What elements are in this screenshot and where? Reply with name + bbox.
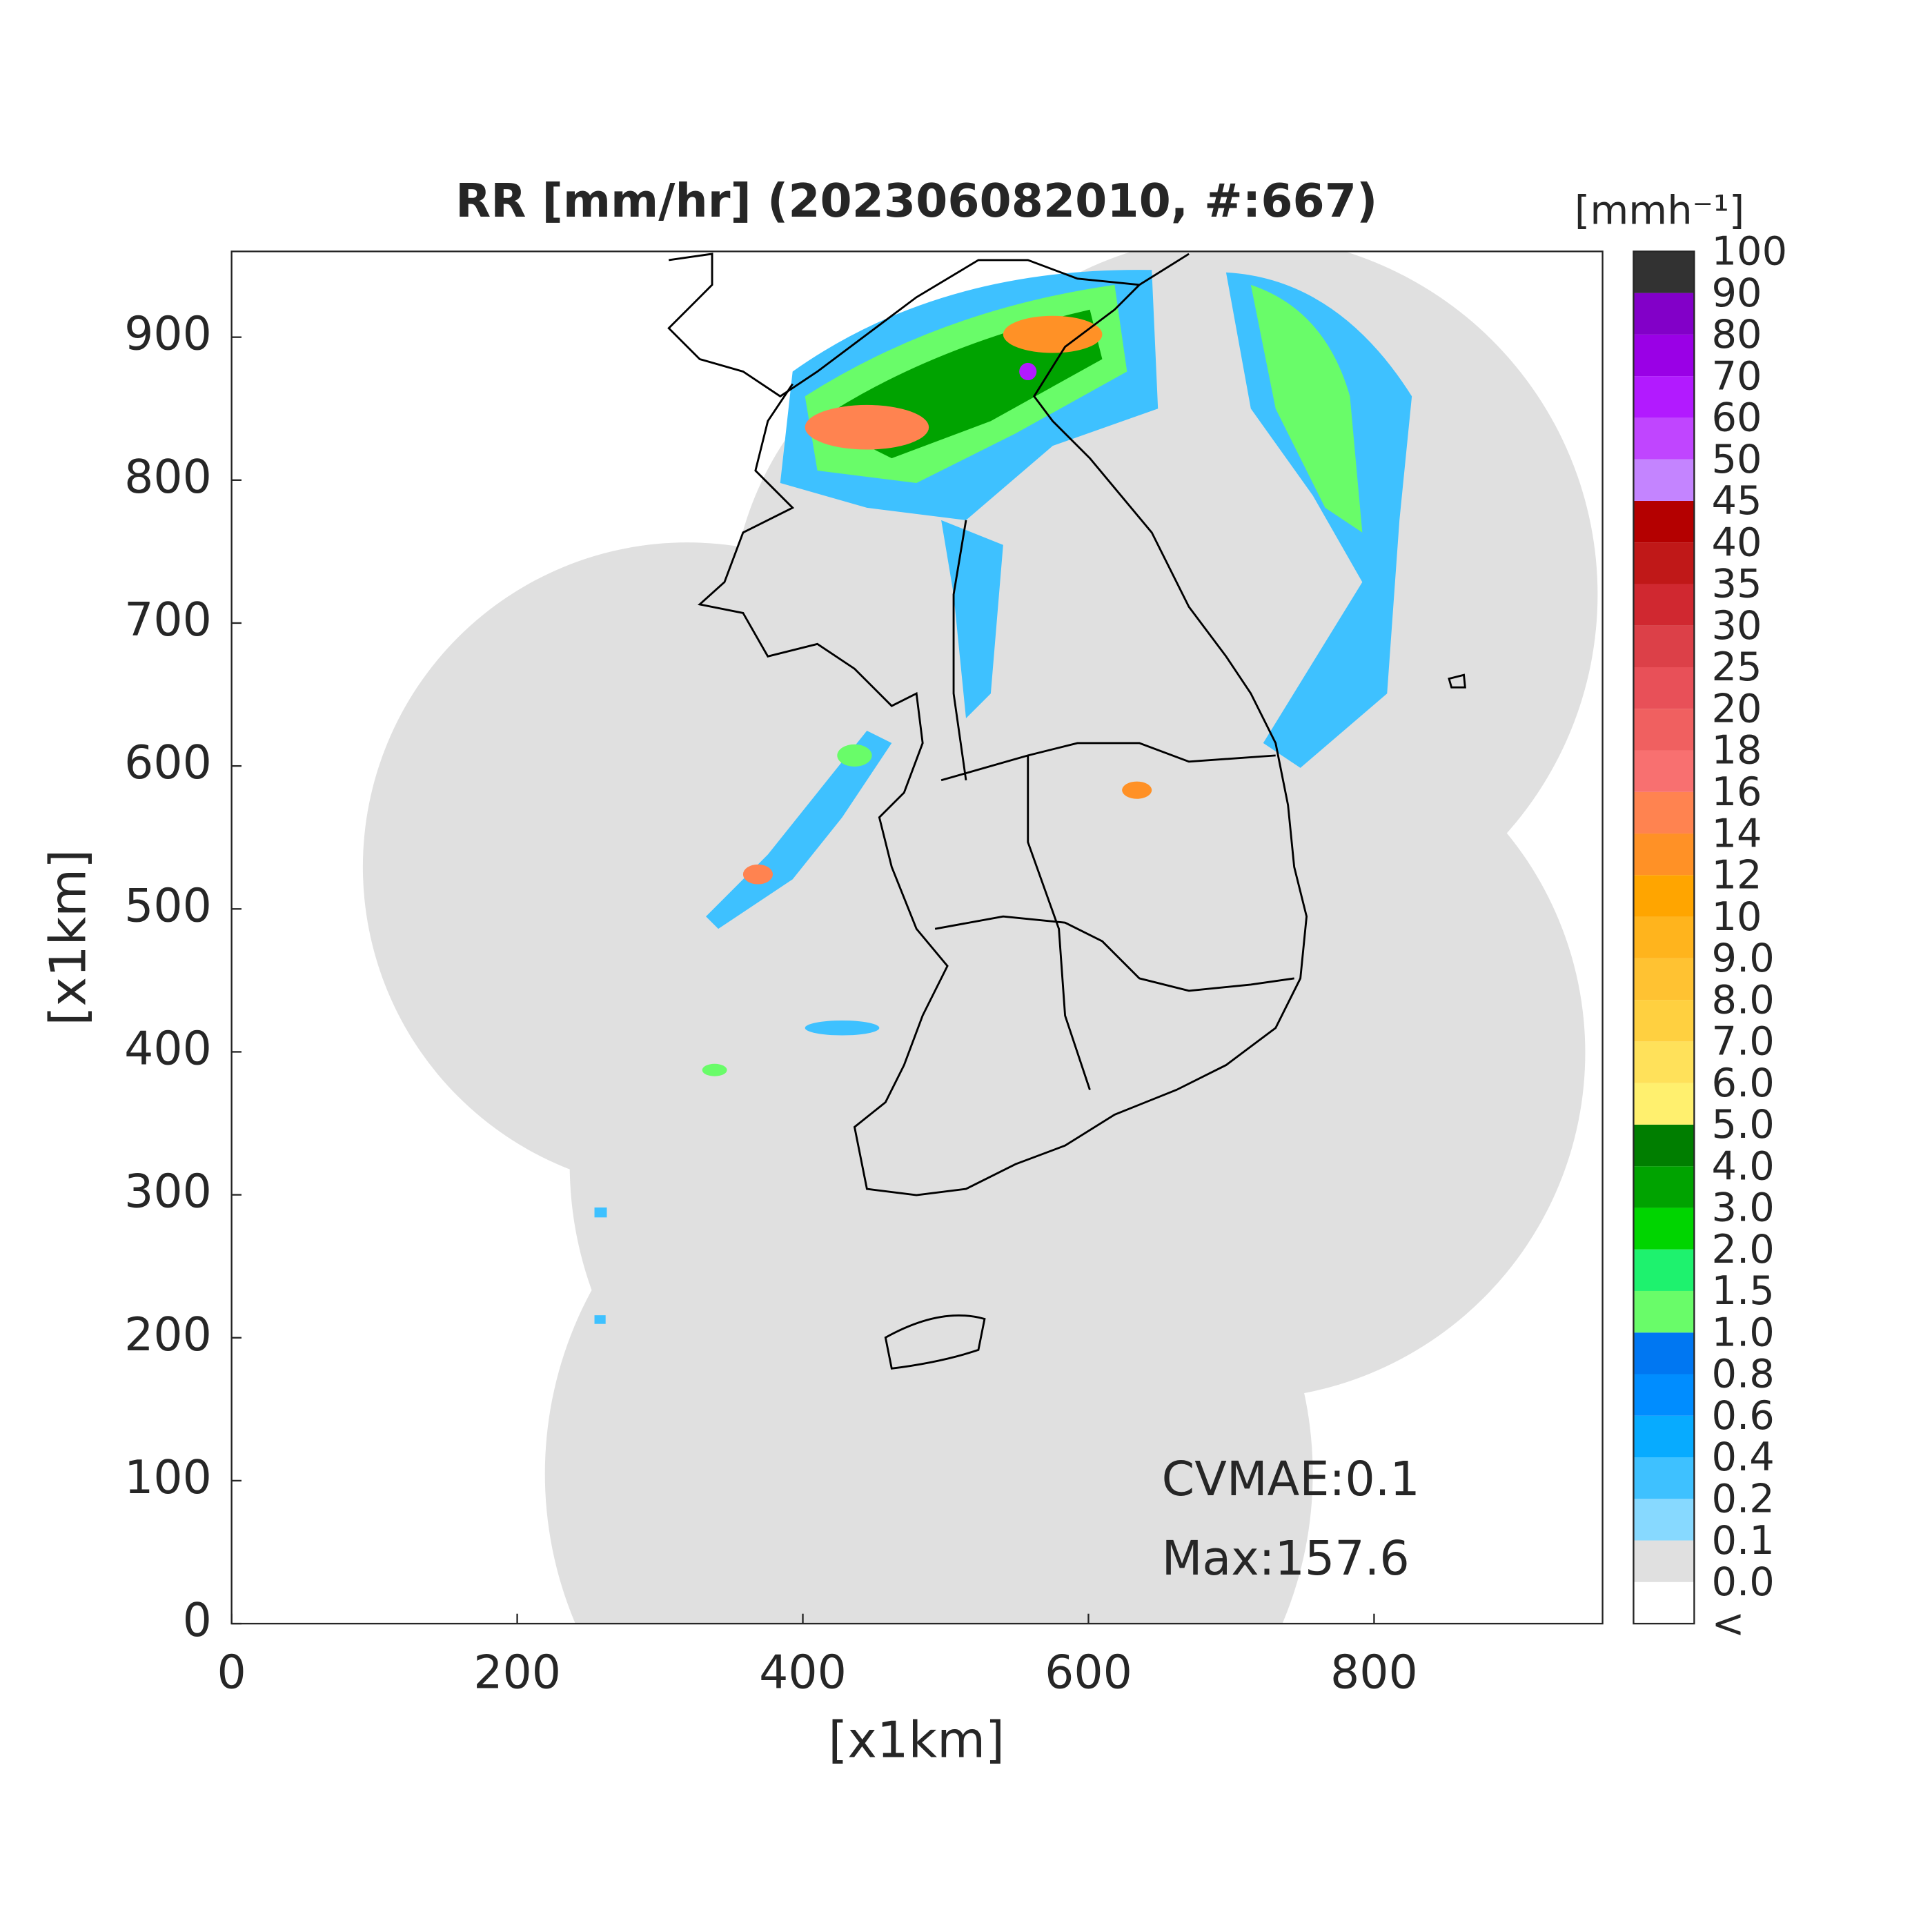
colorbar-segment xyxy=(1633,251,1695,293)
colorbar-tick-label: 0.4 xyxy=(1712,1434,1775,1480)
y-tick-label: 900 xyxy=(124,307,212,361)
colorbar-segment xyxy=(1633,293,1695,335)
chart-title: RR [mm/hr] (202306082010, #:667) xyxy=(455,174,1377,228)
y-tick-label: 100 xyxy=(124,1450,212,1504)
y-tick-label: 300 xyxy=(124,1165,212,1219)
annotation: CVMAE:0.1 xyxy=(1162,1452,1420,1507)
colorbar-tick-label: 16 xyxy=(1712,769,1762,815)
colorbar-tick-label: 3.0 xyxy=(1712,1185,1775,1231)
colorbar-segment xyxy=(1633,1540,1695,1582)
colorbar-tick-label: 0.6 xyxy=(1712,1392,1775,1439)
colorbar-segment xyxy=(1633,1499,1695,1541)
colorbar-segment xyxy=(1633,958,1695,1000)
colorbar-tick-label: < xyxy=(1712,1600,1745,1646)
colorbar-tick-label: 80 xyxy=(1712,311,1762,357)
y-tick-label: 200 xyxy=(124,1308,212,1361)
x-tick-label: 0 xyxy=(217,1646,246,1699)
colorbar-tick-label: 100 xyxy=(1712,228,1788,275)
x-tick-label: 600 xyxy=(1045,1646,1132,1699)
colorbar-segment xyxy=(1633,709,1695,751)
colorbar-tick-label: 10 xyxy=(1712,894,1762,940)
colorbar-tick-label: 14 xyxy=(1712,810,1762,856)
colorbar-tick-label: 6.0 xyxy=(1712,1060,1775,1106)
colorbar-tick-label: 0.2 xyxy=(1712,1475,1775,1521)
colorbar-segment xyxy=(1633,417,1695,460)
colorbar-tick-label: 45 xyxy=(1712,477,1762,524)
colorbar-segment xyxy=(1633,1457,1695,1499)
colorbar-segment xyxy=(1633,1581,1695,1624)
colorbar-tick-label: 20 xyxy=(1712,685,1762,731)
colorbar-segment xyxy=(1633,916,1695,958)
colorbar-tick-label: 0.1 xyxy=(1712,1517,1775,1564)
colorbar-tick-label: 9.0 xyxy=(1712,935,1775,981)
colorbar-segment xyxy=(1633,542,1695,584)
x-tick-label: 200 xyxy=(473,1646,561,1699)
colorbar-tick-label: 70 xyxy=(1712,353,1762,399)
colorbar-segment xyxy=(1633,750,1695,792)
colorbar-segment xyxy=(1633,1083,1695,1125)
colorbar-segment xyxy=(1633,1041,1695,1083)
annotation: Max:157.6 xyxy=(1162,1532,1410,1586)
colorbar-segment xyxy=(1633,459,1695,501)
colorbar-segment xyxy=(1633,1166,1695,1208)
colorbar-segment xyxy=(1633,1124,1695,1167)
colorbar-tick-label: 5.0 xyxy=(1712,1101,1775,1147)
colorbar-tick-label: 1.5 xyxy=(1712,1268,1775,1314)
colorbar-tick-label: 35 xyxy=(1712,561,1762,607)
colorbar-tick-label: 12 xyxy=(1712,852,1762,898)
colorbar-segment xyxy=(1633,1249,1695,1291)
colorbar-title: [mmh⁻¹] xyxy=(1575,187,1744,233)
colorbar-segment xyxy=(1633,1290,1695,1333)
colorbar-frame xyxy=(1633,250,1695,1625)
y-tick-label: 500 xyxy=(124,878,212,932)
colorbar-tick-label: 30 xyxy=(1712,602,1762,649)
colorbar-segment xyxy=(1633,1332,1695,1374)
colorbar-tick-label: 18 xyxy=(1712,727,1762,773)
colorbar-segment xyxy=(1633,791,1695,834)
colorbar-segment xyxy=(1633,834,1695,876)
colorbar-segment xyxy=(1633,1208,1695,1250)
y-axis-label: [x1km] xyxy=(39,849,97,1026)
colorbar-tick-label: 8.0 xyxy=(1712,976,1775,1023)
colorbar-segment xyxy=(1633,376,1695,418)
y-tick-label: 400 xyxy=(124,1022,212,1076)
x-tick-label: 400 xyxy=(759,1646,847,1699)
colorbar-tick-label: 25 xyxy=(1712,644,1762,690)
colorbar-tick-label: 90 xyxy=(1712,270,1762,316)
y-tick-label: 700 xyxy=(124,593,212,647)
precip-echoes xyxy=(594,270,1412,1324)
colorbar-segment xyxy=(1633,1000,1695,1042)
x-axis-label: [x1km] xyxy=(828,1711,1005,1769)
colorbar-tick-label: 1.0 xyxy=(1712,1309,1775,1355)
colorbar-segment xyxy=(1633,500,1695,543)
colorbar-segment xyxy=(1633,334,1695,377)
colorbar-tick-label: 2.0 xyxy=(1712,1226,1775,1272)
colorbar-tick-label: 50 xyxy=(1712,436,1762,482)
colorbar-tick-label: 60 xyxy=(1712,395,1762,441)
colorbar-tick-label: 0.8 xyxy=(1712,1351,1775,1397)
y-tick-label: 800 xyxy=(124,450,212,504)
radar-map xyxy=(362,251,1598,1624)
y-tick-label: 600 xyxy=(124,736,212,789)
colorbar-tick-label: 4.0 xyxy=(1712,1143,1775,1189)
colorbar-segment xyxy=(1633,1415,1695,1458)
plot-frame xyxy=(230,250,1604,1625)
y-tick-label: 0 xyxy=(183,1593,212,1647)
colorbar-segment xyxy=(1633,625,1695,668)
colorbar-segment xyxy=(1633,584,1695,626)
colorbar-tick-label: 7.0 xyxy=(1712,1018,1775,1065)
colorbar-tick-label: 40 xyxy=(1712,519,1762,565)
colorbar-segment xyxy=(1633,875,1695,917)
colorbar-segment xyxy=(1633,1374,1695,1416)
coastlines xyxy=(667,253,1466,1370)
x-tick-label: 800 xyxy=(1330,1646,1418,1699)
colorbar-segment xyxy=(1633,667,1695,709)
colorbar-tick-label: 0.0 xyxy=(1712,1559,1775,1605)
